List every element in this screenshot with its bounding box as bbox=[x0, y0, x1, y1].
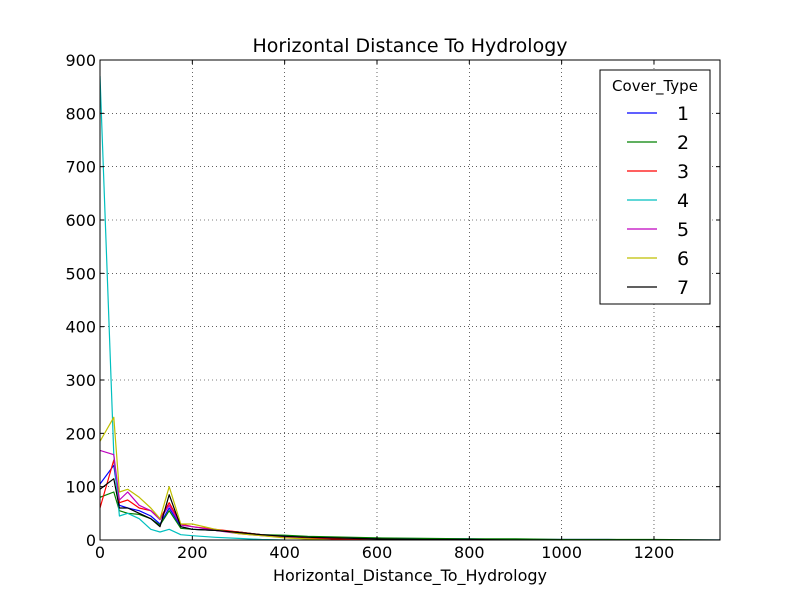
y-tick-label: 0 bbox=[86, 531, 96, 550]
series-line-4 bbox=[100, 75, 285, 540]
legend-label: 2 bbox=[677, 132, 689, 154]
y-tick-label: 900 bbox=[65, 51, 96, 70]
x-tick-label: 1200 bbox=[634, 543, 675, 562]
x-tick-label: 0 bbox=[95, 543, 105, 562]
y-tick-label: 300 bbox=[65, 371, 96, 390]
chart-title: Horizontal Distance To Hydrology bbox=[252, 35, 567, 57]
legend-label: 7 bbox=[677, 277, 689, 299]
legend-label: 4 bbox=[677, 190, 689, 212]
y-tick-label: 200 bbox=[65, 424, 96, 443]
legend-label: 1 bbox=[677, 103, 689, 125]
x-tick-label: 800 bbox=[454, 543, 485, 562]
series-line-7 bbox=[100, 478, 562, 540]
y-tick-label: 100 bbox=[65, 478, 96, 497]
y-tick-label: 600 bbox=[65, 211, 96, 230]
legend: Cover_Type 1 2 3 4 5 6 7 bbox=[599, 69, 711, 305]
y-tick-label: 500 bbox=[65, 264, 96, 283]
series-line-6 bbox=[100, 416, 331, 540]
plot-frame bbox=[99, 59, 721, 541]
legend-label: 6 bbox=[677, 248, 689, 270]
x-axis-title: Horizontal_Distance_To_Hydrology bbox=[273, 566, 547, 586]
x-tick-label: 400 bbox=[269, 543, 300, 562]
x-tick-label: 600 bbox=[362, 543, 393, 562]
x-tick-label: 1000 bbox=[541, 543, 582, 562]
legend-label: 5 bbox=[677, 219, 689, 241]
y-tick-label: 800 bbox=[65, 104, 96, 123]
legend-box bbox=[599, 69, 711, 305]
y-tick-label: 700 bbox=[65, 158, 96, 177]
y-tick-label: 400 bbox=[65, 318, 96, 337]
legend-label: 3 bbox=[677, 161, 689, 183]
x-tick-label: 200 bbox=[177, 543, 208, 562]
legend-title: Cover_Type bbox=[612, 77, 698, 96]
ticks: 0 200 400 600 800 1000 1200 0 100 200 300 400 500 600… bbox=[65, 51, 720, 562]
